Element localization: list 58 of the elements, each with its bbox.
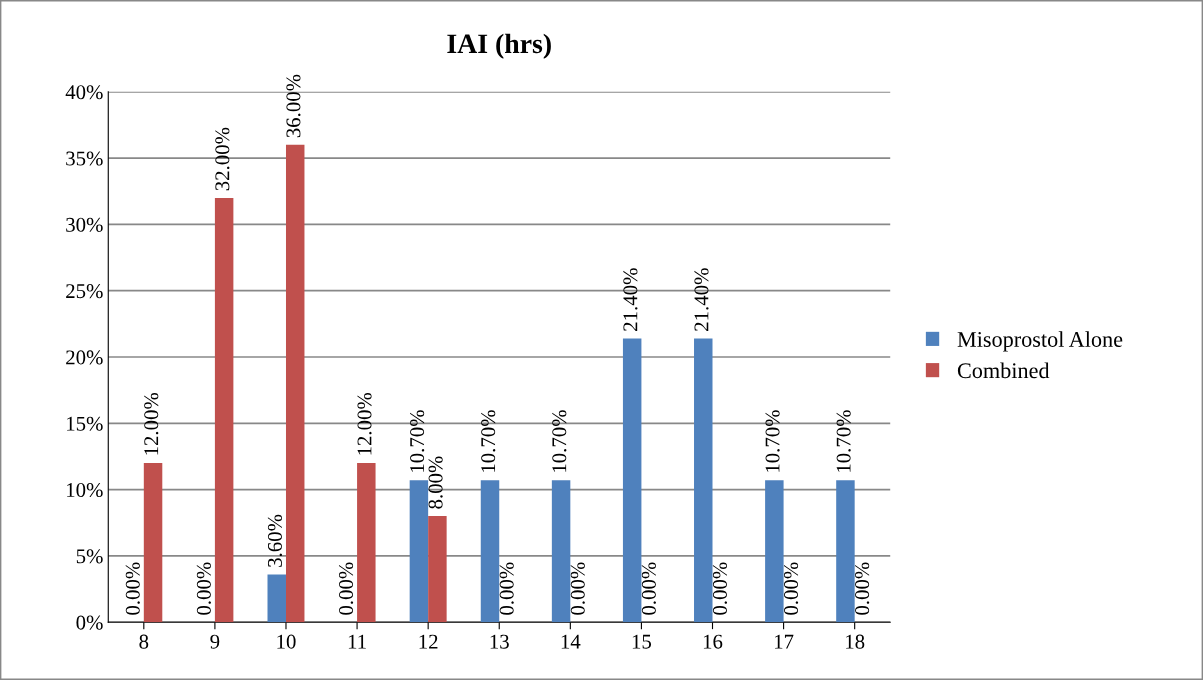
bar (428, 516, 447, 623)
data-label: 21.40% (694, 268, 709, 331)
x-tick-label: 10 (277, 634, 296, 649)
x-tick-label: 9 (210, 634, 220, 649)
data-label: 0.00% (712, 562, 728, 615)
data-label: 0.00% (855, 562, 870, 615)
data-label: 0.00% (570, 562, 585, 615)
data-label: 0.00% (641, 562, 656, 615)
data-label: 10.70% (410, 410, 425, 472)
y-tick-label: 15% (67, 416, 103, 431)
x-tick-label: 13 (490, 634, 509, 649)
bar (622, 338, 642, 623)
bar (480, 480, 500, 623)
bar (694, 338, 713, 623)
x-tick-label: 15 (632, 634, 652, 649)
bar (267, 574, 286, 623)
data-label: 0.00% (196, 562, 211, 615)
data-label: 3.60% (267, 514, 283, 567)
legend-label: Combined (957, 362, 1050, 379)
x-tick-label: 17 (775, 634, 794, 649)
y-tick-label: 20% (66, 350, 103, 365)
bar (765, 480, 784, 623)
bar (285, 144, 305, 623)
bar (357, 463, 376, 623)
data-label: 36.00% (286, 74, 301, 138)
y-tick-label: 25% (66, 284, 103, 299)
x-tick-label: 12 (419, 634, 438, 649)
data-label: 8.00% (428, 456, 443, 509)
x-tick-label: 16 (703, 634, 723, 649)
y-tick-label: 30% (66, 217, 103, 232)
data-label: 12.00% (144, 392, 159, 455)
data-label: 10.70% (552, 410, 567, 472)
data-label: 0.00% (125, 562, 140, 615)
y-tick-label: 10% (67, 482, 103, 498)
data-label: 10.70% (836, 410, 851, 472)
chart-title: IAI (hrs) (447, 33, 551, 59)
bar (143, 463, 163, 623)
data-label: 0.00% (338, 562, 354, 615)
y-tick-label: 5% (76, 549, 103, 564)
y-tick-label: 40% (65, 85, 103, 100)
data-label: 32.00% (215, 127, 230, 191)
y-tick-label: 35% (66, 151, 103, 166)
x-tick-label: 18 (846, 634, 865, 649)
bar (551, 480, 571, 623)
data-label: 10.70% (765, 410, 780, 472)
data-label: 21.40% (623, 268, 638, 331)
data-label: 0.00% (783, 562, 799, 615)
bar (836, 480, 855, 623)
data-label: 0.00% (499, 562, 514, 615)
bar (409, 480, 429, 623)
legend-label: Misoprostol Alone (957, 331, 1123, 352)
data-label: 12.00% (357, 392, 372, 455)
data-label: 10.70% (481, 410, 496, 472)
x-tick-label: 8 (139, 634, 149, 649)
y-tick-label: 0% (76, 615, 103, 630)
x-tick-label: 14 (561, 634, 581, 649)
x-tick-label: 11 (348, 634, 366, 649)
bar (214, 197, 234, 623)
